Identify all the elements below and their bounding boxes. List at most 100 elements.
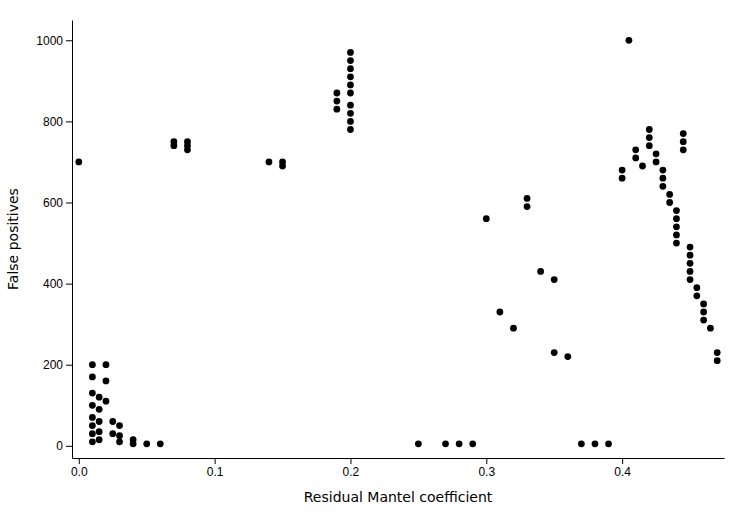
point [333,90,340,97]
point [687,260,694,267]
tick: 800 [43,115,72,129]
point [659,175,666,182]
tick-mark [350,458,351,464]
point [89,414,96,421]
point [524,195,531,202]
tick-mark [66,446,72,447]
point [89,438,96,445]
tick-label: 600 [43,196,63,210]
point [510,325,517,332]
point [646,126,653,133]
point [653,150,660,157]
point [103,398,110,405]
tick: 0.2 [343,458,360,479]
tick: 1000 [36,34,72,48]
point [619,167,626,174]
point [347,118,354,125]
point [666,191,673,198]
tick: 0.0 [71,458,88,479]
point [279,163,286,170]
point [680,146,687,153]
y-axis-title: False positives [5,188,21,290]
point [673,207,680,214]
point [605,440,612,447]
tick-label: 200 [43,358,63,372]
tick: 400 [43,277,72,291]
point [564,353,571,360]
point [659,183,666,190]
point [653,159,660,166]
axis-line [73,458,725,459]
point [673,240,680,247]
point [170,142,177,149]
tick-mark [622,458,623,464]
points [75,37,720,447]
tick-mark [66,121,72,122]
point [693,284,700,291]
point [347,82,354,89]
point [333,98,340,105]
x-axis: 0.0 0.1 0.2 0.3 0.4 [71,458,725,479]
tick-label: 0.2 [343,465,360,479]
point [109,430,116,437]
tick-mark [66,40,72,41]
tick-label: 1000 [36,34,63,48]
point [659,167,666,174]
tick-label: 400 [43,277,63,291]
point [347,73,354,80]
point [551,349,558,356]
point [266,159,273,166]
point [157,440,164,447]
point [347,65,354,72]
point [714,349,721,356]
point [143,440,150,447]
point [96,394,103,401]
point [184,146,191,153]
point [116,432,123,439]
tick-mark [486,458,487,464]
point [89,402,96,409]
tick: 0.3 [478,458,495,479]
point [578,440,585,447]
tick: 200 [43,358,72,372]
point [524,203,531,210]
point [714,357,721,364]
point [626,37,633,44]
tick-mark [66,365,72,366]
point [673,223,680,230]
point [646,142,653,149]
point [347,110,354,117]
tick: 600 [43,196,72,210]
point [700,309,707,316]
point [96,428,103,435]
tick-label: 0.4 [614,465,631,479]
tick: 0.1 [207,458,224,479]
point [700,317,707,324]
point [75,159,82,166]
point [666,199,673,206]
point [96,406,103,413]
point [700,301,707,308]
point [96,436,103,443]
point [116,438,123,445]
point [687,244,694,251]
point [469,440,476,447]
point [347,57,354,64]
point [456,440,463,447]
point [707,325,714,332]
tick-mark [66,203,72,204]
point [109,418,116,425]
point [673,215,680,222]
plot-area: 0.00.10.20.30.402004006008001000Residual… [5,21,725,506]
point [116,422,123,429]
chart: 0.00.10.20.30.402004006008001000Residual… [0,0,749,516]
point [333,106,340,113]
tick-label: 0.1 [207,465,224,479]
tick-label: 0.0 [71,465,88,479]
tick-mark [215,458,216,464]
point [103,361,110,368]
point [347,102,354,109]
point [130,440,137,447]
y-axis: 02004006008001000 [36,21,72,459]
point [442,440,449,447]
